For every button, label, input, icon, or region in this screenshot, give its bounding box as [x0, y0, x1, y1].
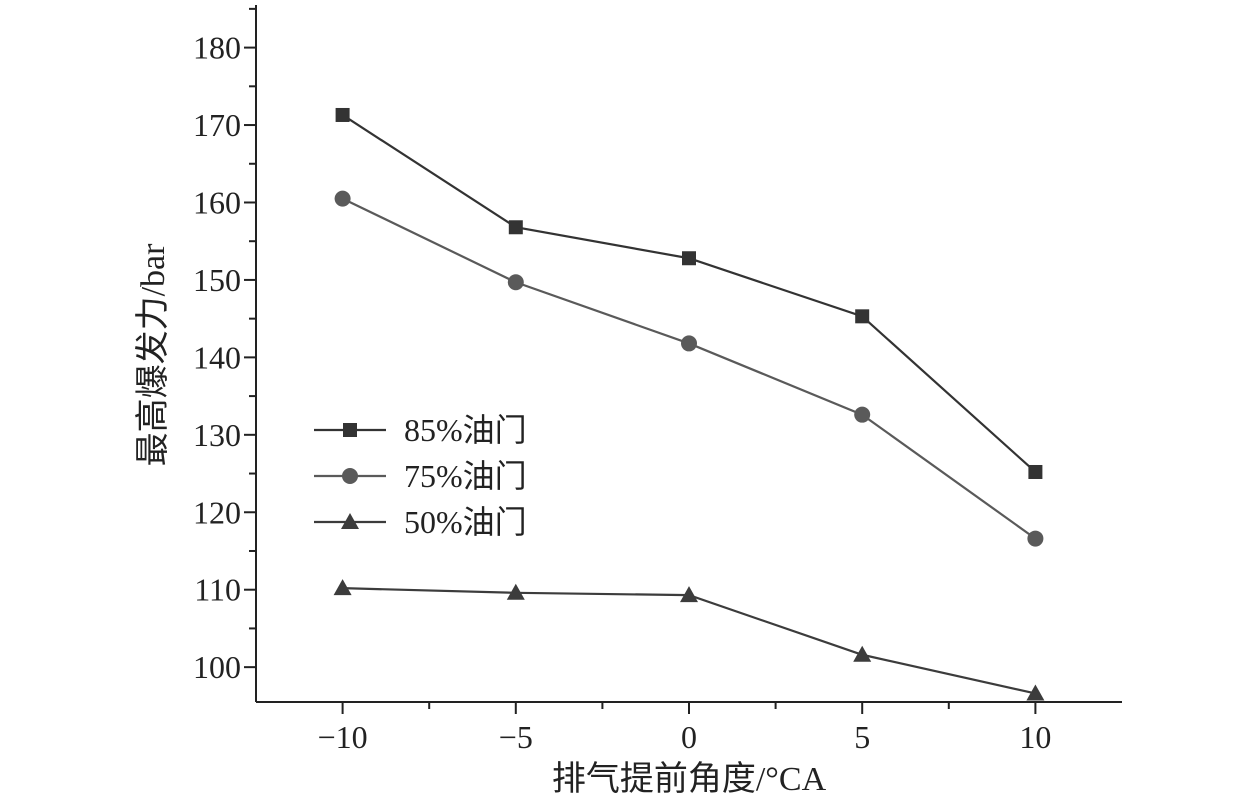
x-tick-label: 0: [681, 719, 697, 755]
data-point: [1027, 530, 1044, 547]
x-tick-label: −10: [318, 719, 368, 755]
series-group: [333, 579, 1045, 701]
data-point: [508, 220, 523, 235]
x-ticks: −10 −5 0 5 10: [318, 702, 1051, 755]
data-point: [333, 579, 352, 596]
y-tick-label: 150: [193, 262, 241, 298]
data-point: [1028, 464, 1043, 479]
legend-marker: [342, 468, 358, 484]
data-point: [855, 309, 870, 324]
data-point: [334, 190, 351, 207]
data-point: [335, 107, 350, 122]
data-point: [506, 583, 525, 600]
series-group: [334, 190, 1044, 547]
y-tick-label: 140: [193, 339, 241, 375]
y-tick-label: 110: [194, 572, 241, 608]
legend-label: 75%油门: [404, 458, 527, 494]
y-axis-label: 最高爆发力/bar: [134, 243, 172, 467]
legend-marker: [341, 513, 359, 529]
x-tick-label: −5: [499, 719, 533, 755]
legend-label: 85%油门: [404, 412, 527, 448]
legend-item: 85%油门: [314, 412, 527, 448]
legend-item: 75%油门: [314, 458, 527, 494]
y-tick-label: 100: [193, 649, 241, 685]
x-tick-label: 5: [854, 719, 870, 755]
y-tick-label: 160: [193, 184, 241, 220]
data-point: [854, 406, 871, 423]
data-point: [681, 335, 697, 352]
y-tick-label: 120: [193, 494, 241, 530]
series-layer: [333, 107, 1045, 701]
y-ticks: 100 110 120 130 140 150 160 170 180: [193, 7, 256, 685]
y-tick-label: 180: [193, 30, 241, 66]
y-tick-label: 170: [193, 107, 241, 143]
legend-item: 50%油门: [314, 504, 527, 540]
data-point: [1026, 684, 1045, 701]
legend-label: 50%油门: [404, 504, 527, 540]
legend: 85%油门 75%油门 50%油门: [314, 412, 527, 540]
series-line: [342, 587, 1036, 695]
x-axis-label: 排气提前角度/°CA: [552, 760, 827, 798]
data-point: [680, 586, 698, 603]
data-point: [507, 274, 524, 291]
data-point: [853, 645, 872, 662]
data-point: [682, 251, 696, 266]
x-tick-label: 10: [1019, 719, 1051, 755]
series-group: [335, 107, 1043, 479]
legend-marker: [343, 423, 357, 437]
y-tick-label: 130: [193, 417, 241, 453]
